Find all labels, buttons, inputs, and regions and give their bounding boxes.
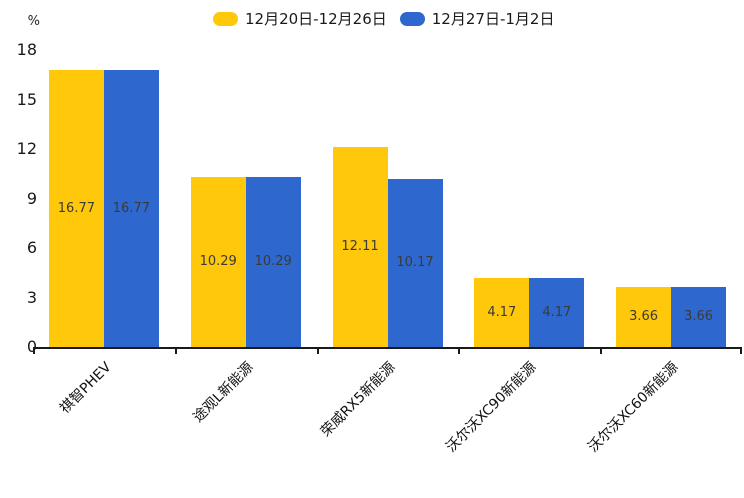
bar-series-2 [103, 70, 159, 347]
y-tick-label: 6 [26, 238, 37, 257]
bar-series-1 [190, 177, 246, 347]
y-tick-label: 15 [16, 89, 37, 109]
y-tick-label: 3 [26, 287, 37, 307]
bar-value-label: 3.66 [684, 308, 714, 324]
bar-value-label: 16.77 [57, 200, 95, 216]
legend-swatch-week1-icon [213, 11, 238, 26]
y-tick-label: 18 [16, 40, 37, 59]
legend-label-week2: 12月27日-1月2日 [431, 10, 555, 28]
bar-series-2 [671, 286, 727, 347]
legend-item-week2: 12月27日-1月2日 [399, 8, 555, 29]
bar-value-label: 12.11 [341, 239, 379, 255]
y-tick-label: 0 [26, 337, 37, 356]
y-tick-label: 9 [26, 188, 37, 208]
chart-legend: 12月20日-12月26日 12月27日-1月2日 [213, 8, 554, 29]
x-axis-tick [174, 349, 177, 354]
x-category-label: 祺智PHEV [56, 359, 115, 417]
bar-series-2 [245, 177, 301, 347]
bar-value-label: 4.17 [487, 304, 517, 320]
x-axis-tick [33, 349, 35, 354]
y-axis-unit-label: % [27, 14, 40, 29]
legend-item-week1: 12月20日-12月26日 [213, 8, 387, 29]
bar-value-label: 16.77 [112, 200, 150, 216]
x-axis-tick [600, 349, 603, 354]
bar-value-label: 10.29 [254, 254, 292, 270]
x-axis-line [33, 347, 742, 349]
x-axis-tick [458, 349, 461, 354]
x-axis-tick [316, 349, 319, 354]
x-category-label: 沃尔沃XC90新能源 [443, 359, 540, 456]
x-category-label: 途观L新能源 [189, 359, 257, 426]
bar-value-label: 4.17 [542, 304, 572, 320]
bar-series-2 [387, 179, 443, 347]
bar-value-label: 10.29 [199, 254, 237, 270]
y-tick-label: 12 [16, 139, 37, 158]
bar-series-1 [48, 70, 104, 347]
bar-series-2 [529, 278, 585, 347]
x-category-label: 荣威RX5新能源 [317, 359, 399, 441]
bar-series-1 [474, 278, 530, 347]
bar-series-1 [616, 286, 672, 347]
bar-series-1 [332, 147, 388, 347]
bar-value-label: 10.17 [396, 255, 434, 271]
legend-swatch-week2-icon [399, 11, 425, 26]
x-axis-tick [740, 349, 742, 354]
bar-value-label: 3.66 [629, 308, 659, 324]
legend-label-week1: 12月20日-12月26日 [245, 10, 387, 28]
x-category-label: 沃尔沃XC60新能源 [585, 359, 682, 456]
